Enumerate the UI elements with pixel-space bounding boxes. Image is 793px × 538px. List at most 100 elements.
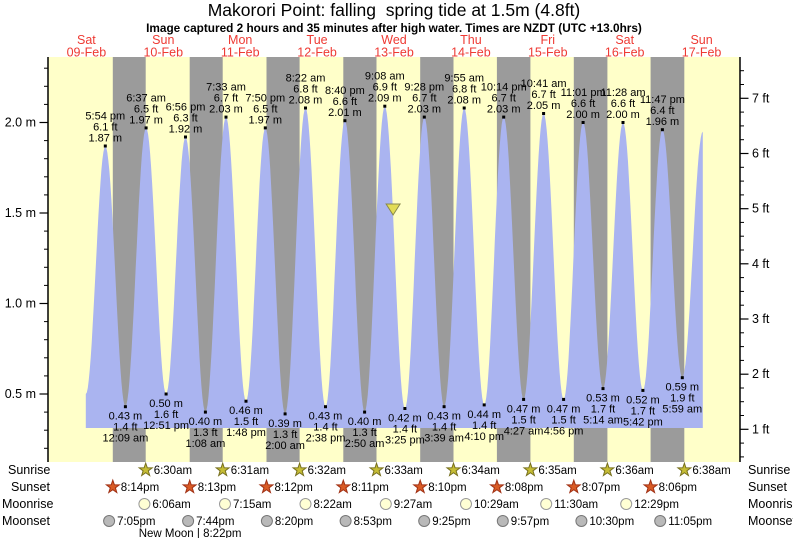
sunset-entry: 8:10pm xyxy=(412,478,467,494)
moonset-entry: 9:25pm xyxy=(418,515,471,528)
moonset-entry: 8:20pm xyxy=(260,515,313,528)
svg-text:Thu: Thu xyxy=(460,33,482,47)
svg-text:1.5 m: 1.5 m xyxy=(5,206,36,220)
svg-text:8:22am: 8:22am xyxy=(314,499,352,511)
sunrise-entry: 6:30am xyxy=(137,461,192,477)
sunrise-star-icon xyxy=(522,461,539,477)
y-axis-left: 0.5 m 1.0 m 1.5 m 2.0 m xyxy=(5,57,49,462)
moonset-row-label-right: Moonset xyxy=(748,514,793,528)
svg-text:0.40 m: 0.40 m xyxy=(189,416,223,428)
svg-text:9:55 am: 9:55 am xyxy=(444,73,484,85)
high-tide-annotation: 8:40 pm6.6 ft2.01 m xyxy=(325,85,365,123)
sunset-star-icon xyxy=(104,478,121,494)
svg-text:0.59 m: 0.59 m xyxy=(665,382,699,394)
high-tide-annotation: 6:37 am6.5 ft1.97 m xyxy=(126,92,166,130)
svg-text:Sat: Sat xyxy=(615,33,634,47)
moonrise-entry: 7:15am xyxy=(219,498,271,511)
svg-text:6.5 ft: 6.5 ft xyxy=(134,103,158,115)
moonset-row-label-left: Moonset xyxy=(2,514,50,528)
svg-text:2.0 m: 2.0 m xyxy=(5,116,36,130)
svg-text:7:15am: 7:15am xyxy=(233,499,271,511)
moonrise-entry: 8:22am xyxy=(299,498,352,511)
sunrise-star-icon xyxy=(445,461,462,477)
sunrise-entry: 6:34am xyxy=(445,461,500,477)
high-tide-annotation: 7:33 am6.7 ft2.03 m xyxy=(206,82,246,119)
moonrise-entry: 11:30am xyxy=(540,498,598,511)
moonset-moon-icon xyxy=(260,515,273,527)
svg-text:2.01 m: 2.01 m xyxy=(328,107,362,119)
y-axis-right: 1 ft 2 ft 3 ft 4 ft 5 ft 6 ft 7 ft xyxy=(739,57,770,462)
svg-text:8:13pm: 8:13pm xyxy=(198,482,236,494)
low-tide-annotation: 0.40 m1.3 ft1:08 am xyxy=(186,410,225,450)
svg-text:11-Feb: 11-Feb xyxy=(221,46,260,60)
moonrise-moon-icon xyxy=(379,498,392,510)
svg-text:2 ft: 2 ft xyxy=(752,367,770,381)
svg-text:6.7 ft: 6.7 ft xyxy=(531,89,555,101)
svg-text:10-Feb: 10-Feb xyxy=(143,46,183,60)
sunrise-entry: 6:31am xyxy=(214,461,269,477)
svg-text:9:25pm: 9:25pm xyxy=(432,516,470,528)
sunset-row-label-right: Sunset xyxy=(748,480,787,494)
svg-text:1.4 ft: 1.4 ft xyxy=(472,420,496,432)
sunset-star-icon xyxy=(642,478,659,494)
low-tide-annotation: 0.52 m1.7 ft5:42 pm xyxy=(623,388,663,428)
svg-text:8:12pm: 8:12pm xyxy=(275,482,313,494)
svg-text:11:05pm: 11:05pm xyxy=(668,516,712,528)
svg-text:2.03 m: 2.03 m xyxy=(209,104,243,116)
high-tide-annotation: 9:55 am6.8 ft2.08 m xyxy=(444,73,484,110)
svg-text:0.42 m: 0.42 m xyxy=(388,413,422,425)
svg-text:6:32am: 6:32am xyxy=(308,465,346,477)
svg-text:2.00 m: 2.00 m xyxy=(606,109,640,121)
moonset-moon-icon xyxy=(103,515,116,527)
sunset-star-icon xyxy=(258,478,275,494)
svg-text:7:33 am: 7:33 am xyxy=(206,82,246,94)
svg-text:6.8 ft: 6.8 ft xyxy=(293,84,317,96)
moonrise-moon-icon xyxy=(460,498,472,510)
moonset-moon-icon xyxy=(339,515,352,527)
svg-text:2.05 m: 2.05 m xyxy=(527,100,561,112)
sunrise-star-icon xyxy=(291,461,308,477)
svg-text:2:50 am: 2:50 am xyxy=(345,438,385,450)
sunset-entry: 8:06pm xyxy=(642,478,697,494)
new-moon-label: New Moon | 8:22pm xyxy=(139,528,242,538)
low-tide-annotation: 0.40 m1.3 ft2:50 am xyxy=(345,410,385,450)
svg-text:6.9 ft: 6.9 ft xyxy=(373,82,397,94)
svg-text:0.43 m: 0.43 m xyxy=(309,411,343,423)
sunset-star-icon xyxy=(335,478,352,494)
svg-text:7:05pm: 7:05pm xyxy=(117,516,155,528)
moonrise-row-label-left: Moonrise xyxy=(2,497,53,511)
svg-text:10:41 am: 10:41 am xyxy=(521,78,567,90)
svg-text:1.92 m: 1.92 m xyxy=(169,124,203,136)
svg-text:10:29am: 10:29am xyxy=(474,499,519,511)
svg-text:6.6 ft: 6.6 ft xyxy=(611,98,635,110)
high-tide-annotation: 10:41 am6.7 ft2.05 m xyxy=(521,78,567,115)
svg-text:8:10pm: 8:10pm xyxy=(428,482,466,494)
svg-text:0.50 m: 0.50 m xyxy=(149,398,183,410)
sunrise-entry: 6:33am xyxy=(368,461,423,477)
svg-text:1.3 ft: 1.3 ft xyxy=(273,429,297,441)
svg-text:8:14pm: 8:14pm xyxy=(121,482,159,494)
moonset-entry: 7:05pm xyxy=(103,515,155,528)
sunrise-entry: 6:38am xyxy=(676,461,731,477)
svg-text:1.6 ft: 1.6 ft xyxy=(154,409,178,421)
svg-text:6.6 ft: 6.6 ft xyxy=(333,96,357,108)
svg-text:8:06pm: 8:06pm xyxy=(659,482,697,494)
low-tide-annotation: 0.47 m1.5 ft4:27 am xyxy=(504,397,543,437)
low-tide-annotation: 0.42 m1.4 ft3:25 pm xyxy=(385,407,425,447)
low-tide-annotation: 0.59 m1.9 ft5:59 am xyxy=(662,376,702,416)
low-tide-annotation: 0.44 m1.4 ft4:10 pm xyxy=(464,403,504,443)
sunrise-star-icon xyxy=(214,461,231,477)
svg-text:11:47 pm: 11:47 pm xyxy=(640,94,685,106)
svg-text:12:29pm: 12:29pm xyxy=(634,499,679,511)
moonrise-entry: 9:27am xyxy=(379,498,432,511)
svg-text:1.3 ft: 1.3 ft xyxy=(193,427,217,439)
moonset-entry: 11:05pm xyxy=(654,515,712,528)
sunrise-star-icon xyxy=(599,461,616,477)
